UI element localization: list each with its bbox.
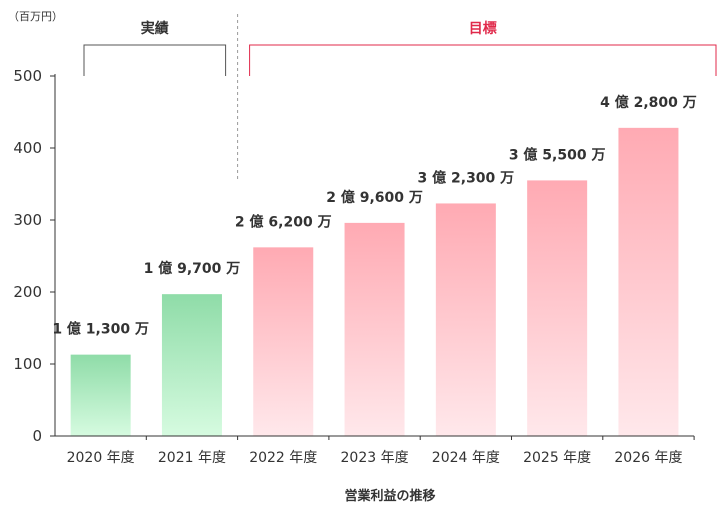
actual-bracket [83, 44, 227, 76]
bar [344, 222, 405, 436]
bar [527, 180, 588, 436]
actual-group-label: 実績 [141, 20, 169, 37]
bar-data-label: 1 億 1,300 万 [52, 321, 149, 338]
x-category-label: 2023 年度 [341, 450, 409, 466]
x-category-label: 2024 年度 [432, 450, 500, 466]
x-category-label: 2025 年度 [523, 450, 591, 466]
y-unit-label: （百万円） [8, 10, 63, 23]
bar [435, 203, 496, 436]
bar [161, 294, 222, 436]
bar-data-label: 4 億 2,800 万 [600, 94, 697, 111]
x-axis-categories: 2020 年度 2021 年度 2022 年度 2023 年度 2024 年度 2025 … [67, 436, 695, 466]
y-axis-ticks: 0 100 200 300 400 500 [13, 67, 55, 445]
y-tick-label: 400 [13, 139, 42, 157]
y-tick-label: 0 [32, 427, 42, 445]
group-brackets: 実績 目標 [83, 20, 717, 76]
x-category-label: 2021 年度 [158, 450, 226, 466]
bar-data-label: 3 億 2,300 万 [418, 169, 515, 186]
y-tick-label: 300 [13, 211, 42, 229]
bar [618, 127, 679, 436]
y-tick-label: 200 [13, 283, 42, 301]
target-bracket [249, 44, 717, 76]
data-labels: 1 億 1,300 万 1 億 9,700 万 2 億 6,200 万 2 億 9,6… [52, 94, 696, 338]
bar-data-label: 2 億 6,200 万 [235, 213, 332, 230]
bar [70, 354, 131, 436]
bars [70, 127, 679, 436]
x-category-label: 2022 年度 [249, 450, 317, 466]
bar-data-label: 2 億 9,600 万 [326, 189, 423, 206]
x-category-label: 2026 年度 [614, 450, 682, 466]
y-tick-label: 500 [13, 67, 42, 85]
bar [253, 247, 314, 436]
x-axis-title: 営業利益の推移 [344, 488, 435, 504]
y-tick-label: 100 [13, 355, 42, 373]
x-category-label: 2020 年度 [67, 450, 135, 466]
bar-data-label: 1 億 9,700 万 [144, 260, 241, 277]
target-group-label: 目標 [469, 20, 497, 37]
bar-data-label: 3 億 5,500 万 [509, 146, 606, 163]
